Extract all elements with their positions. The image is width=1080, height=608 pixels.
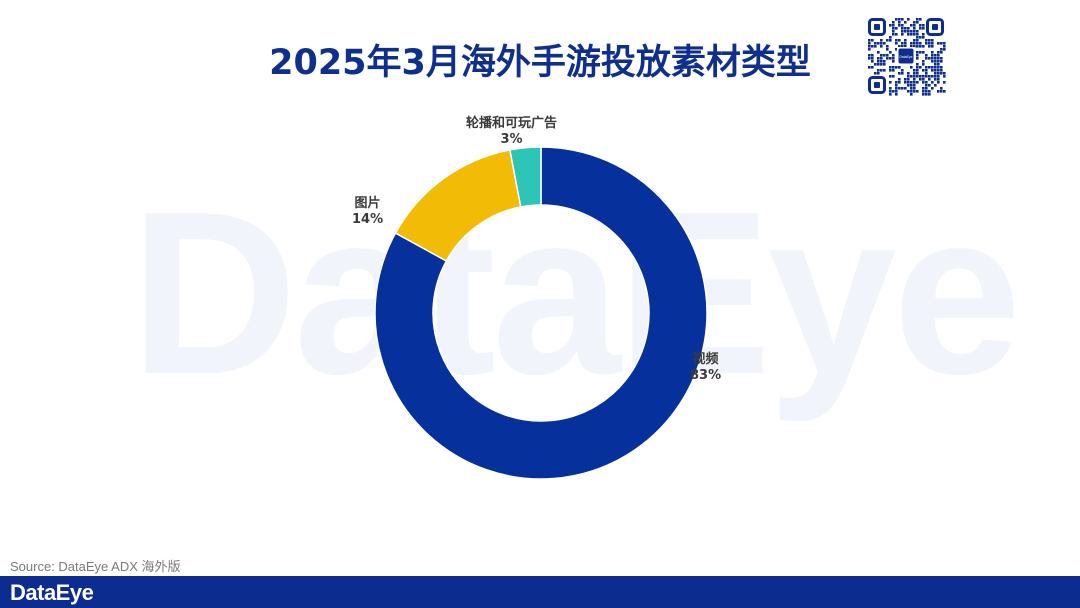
slice-label-image: 图片 14% — [352, 196, 383, 228]
footer-logo: DataEye — [10, 580, 94, 605]
qr-center-logo: DataEye — [899, 55, 912, 59]
slice-label-name: 图片 — [354, 196, 381, 211]
footer-bar: DataEye — [0, 576, 1080, 608]
qr-code: DataEye — [866, 16, 946, 96]
donut-slice-video — [374, 146, 708, 480]
source-note: Source: DataEye ADX 海外版 — [10, 559, 181, 574]
chart-title: 2025年3月海外手游投放素材类型 — [269, 43, 811, 83]
slice-label-name: 轮播和可玩广告 — [466, 116, 558, 131]
slice-label-value: 3% — [500, 132, 523, 147]
slice-label-carousel-playable: 轮播和可玩广告 3% — [466, 116, 557, 148]
qr-code-graphic: DataEye — [866, 16, 946, 96]
slice-label-video: 视频 83% — [690, 352, 721, 384]
donut-slice-carousel-playable — [509, 146, 542, 208]
slice-label-value: 83% — [690, 368, 722, 383]
slice-label-name: 视频 — [692, 352, 719, 367]
slice-label-value: 14% — [352, 212, 384, 227]
watermark: DataEye — [130, 164, 1022, 423]
